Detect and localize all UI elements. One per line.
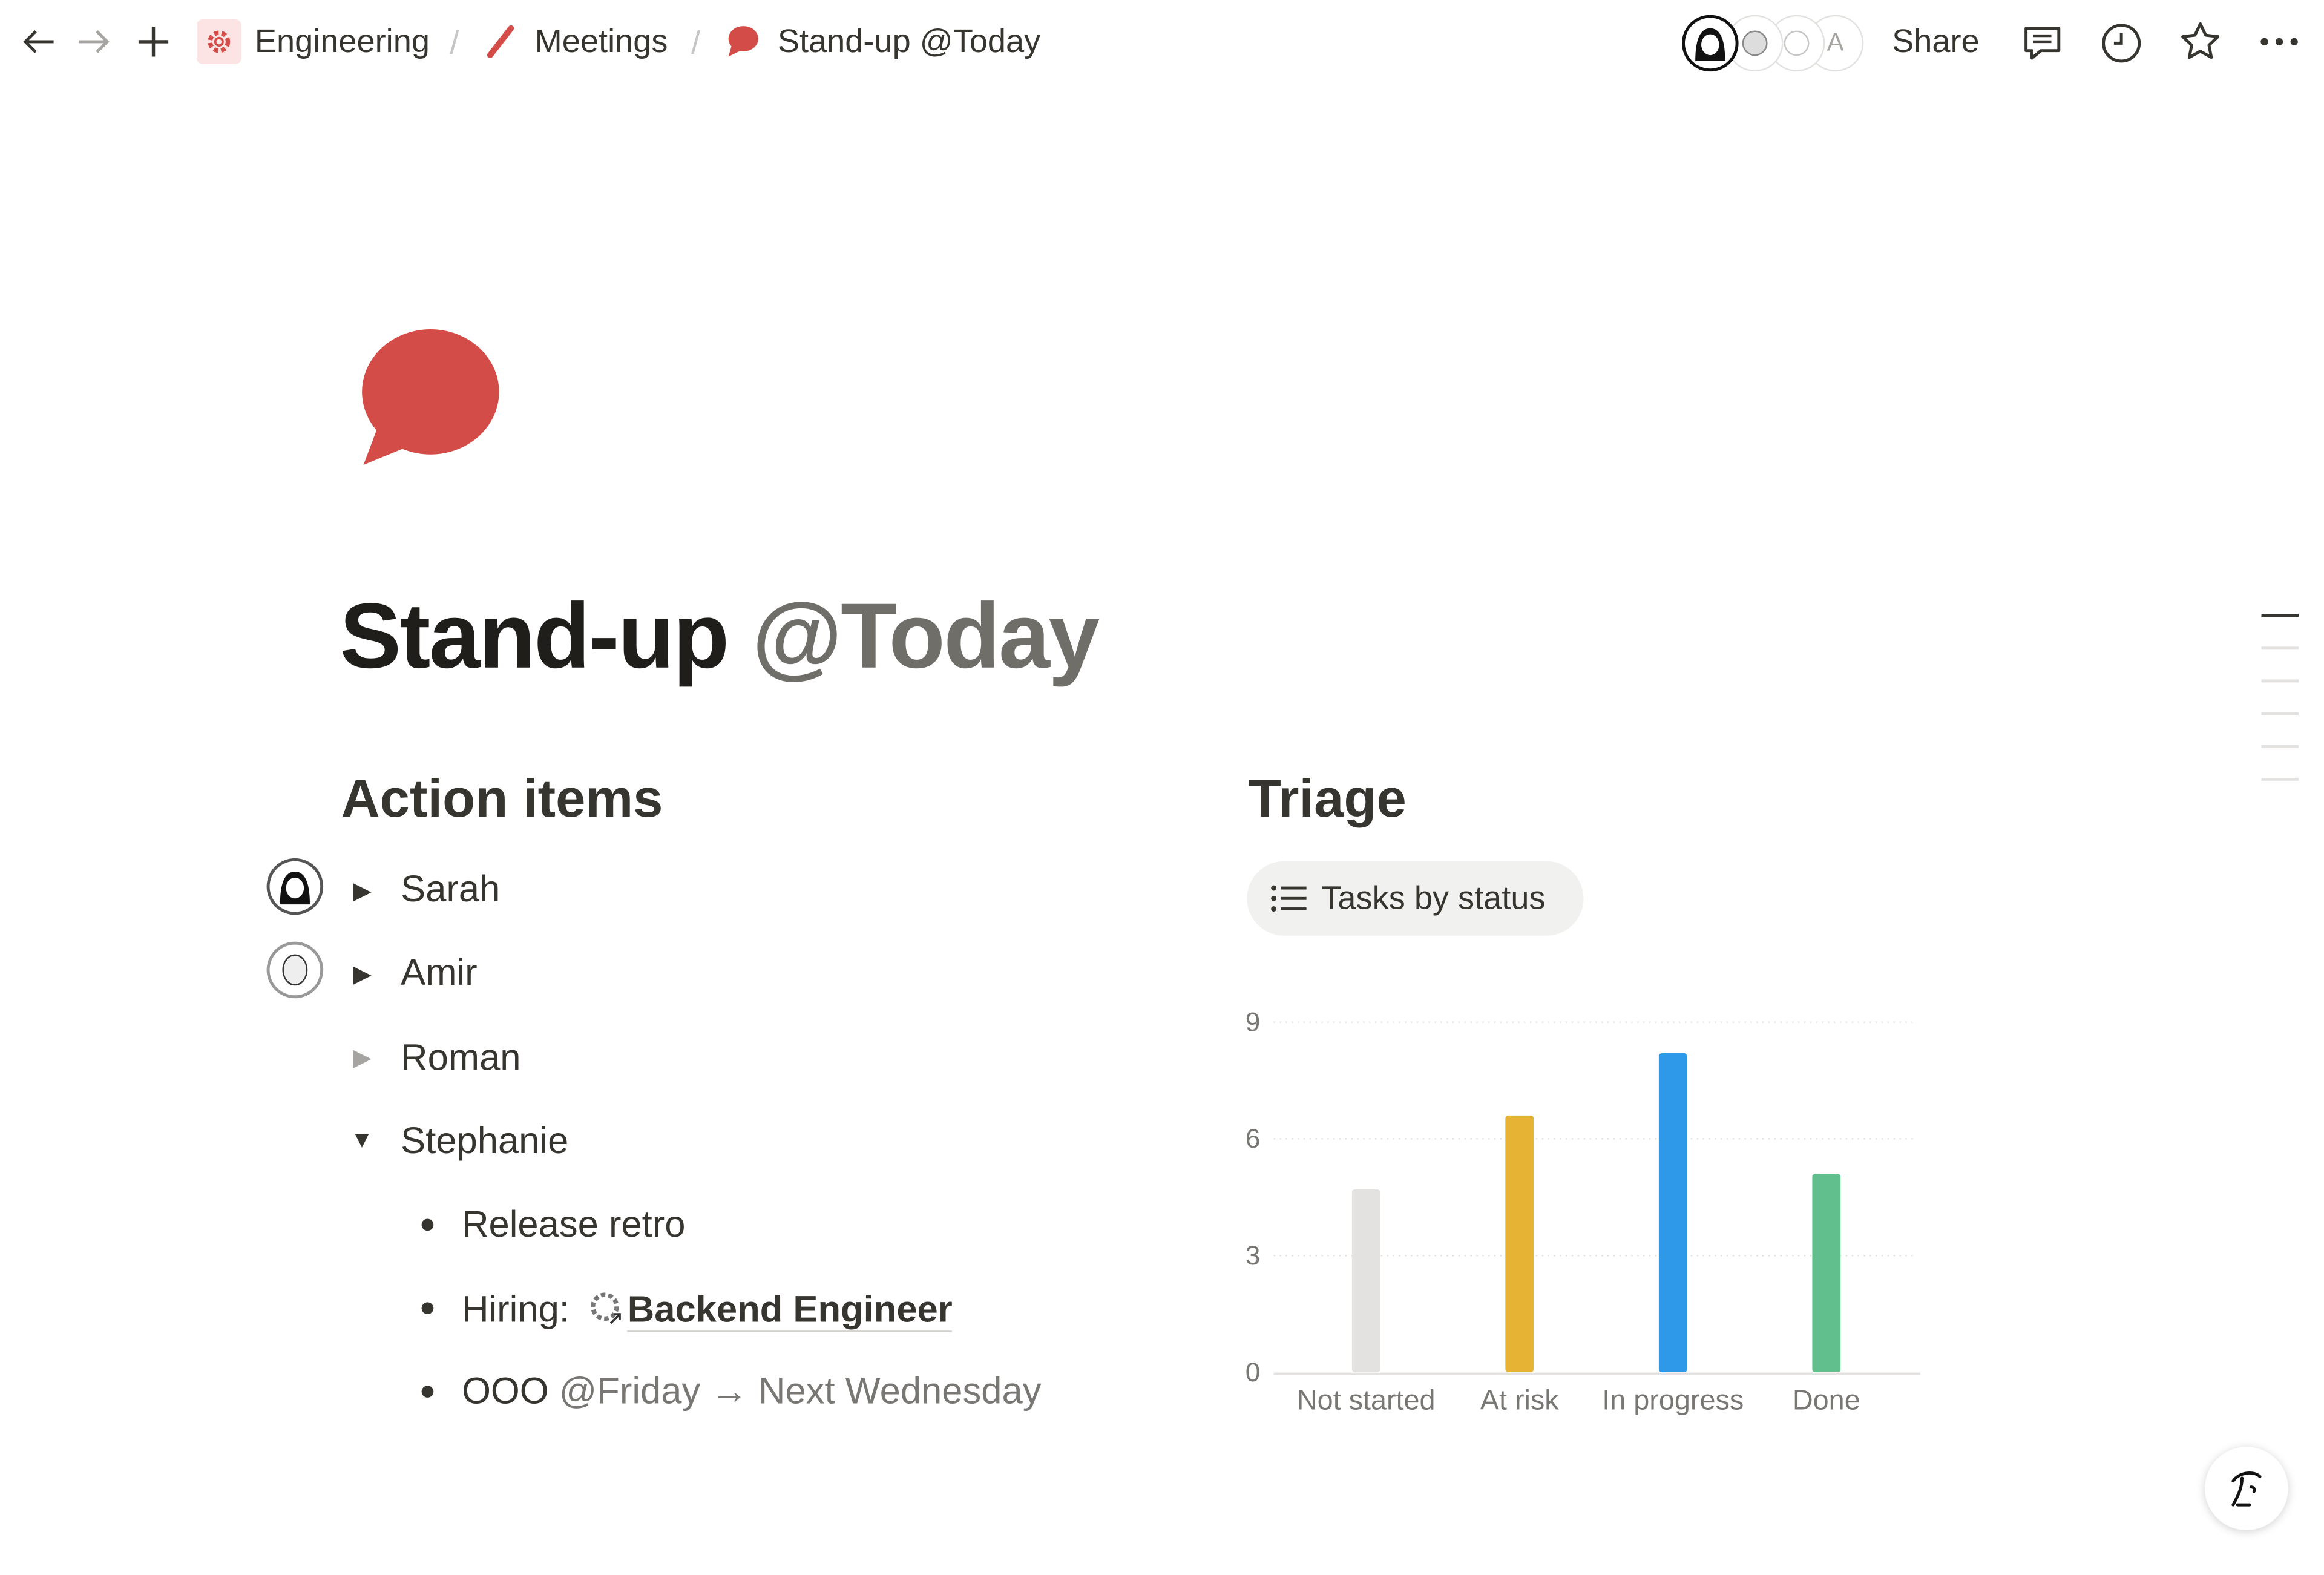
breadcrumb-standup[interactable]: Stand-up @Today bbox=[777, 22, 1041, 60]
speech-bubble-icon bbox=[723, 22, 761, 61]
collaborator-avatars[interactable]: A bbox=[1682, 15, 1866, 72]
ai-assistant-button[interactable] bbox=[2205, 1447, 2288, 1530]
avatar bbox=[1768, 15, 1825, 72]
ooo-text: OOO bbox=[462, 1370, 549, 1413]
y-tick-label: 9 bbox=[1246, 1007, 1261, 1037]
avatar-initial: A bbox=[1827, 28, 1844, 57]
page-icon-speech-bubble[interactable] bbox=[358, 325, 507, 471]
breadcrumb-engineering[interactable]: Engineering bbox=[254, 22, 430, 60]
y-tick-label: 3 bbox=[1246, 1241, 1261, 1271]
x-tick-label: In progress bbox=[1602, 1386, 1744, 1417]
bar-done[interactable] bbox=[1812, 1174, 1841, 1373]
toggle-triangle-expanded-icon[interactable]: ▼ bbox=[350, 1128, 374, 1154]
toggle-triangle-icon[interactable]: ▶ bbox=[353, 879, 372, 905]
bar-at-risk[interactable] bbox=[1505, 1115, 1534, 1373]
date-mention[interactable]: @Friday bbox=[559, 1370, 701, 1413]
hiring-label: Hiring: bbox=[462, 1289, 570, 1331]
bar-not-started[interactable] bbox=[1351, 1189, 1380, 1373]
toggle-stephanie[interactable]: Stephanie bbox=[401, 1120, 569, 1162]
toc-line[interactable] bbox=[2261, 777, 2299, 781]
view-tab-label: Tasks by status bbox=[1321, 879, 1546, 916]
comment-icon[interactable] bbox=[2020, 21, 2065, 65]
avatar-amir bbox=[266, 941, 324, 999]
star-icon[interactable] bbox=[2178, 19, 2223, 64]
gear-link-icon bbox=[589, 1291, 628, 1333]
bullet bbox=[421, 1218, 434, 1231]
page-title-text: Stand-up bbox=[340, 585, 729, 689]
forward-arrow-icon[interactable] bbox=[73, 21, 115, 62]
avatar bbox=[1682, 15, 1739, 72]
page-title[interactable]: Stand-up @Today bbox=[340, 584, 1100, 690]
triage-heading: Triage bbox=[1248, 767, 1407, 829]
toc-line[interactable] bbox=[2261, 646, 2299, 650]
plus-icon[interactable] bbox=[133, 21, 174, 62]
toggle-triangle-icon[interactable]: ▶ bbox=[353, 1045, 372, 1071]
date-mention[interactable]: @Today bbox=[752, 585, 1100, 689]
list-item-ooo[interactable]: OOO @Friday → Next Wednesday bbox=[462, 1370, 1042, 1413]
avatar-sarah bbox=[266, 858, 324, 915]
tasks-by-status-chart: 0 3 6 9 bbox=[1246, 1007, 1920, 1387]
x-tick-label: Done bbox=[1792, 1386, 1860, 1417]
backend-engineer-link[interactable]: Backend Engineer bbox=[627, 1289, 953, 1332]
return-date: Next Wednesday bbox=[758, 1370, 1042, 1413]
action-items-heading: Action items bbox=[341, 767, 663, 829]
breadcrumb-separator: / bbox=[691, 24, 701, 61]
share-button[interactable]: Share bbox=[1892, 22, 1980, 60]
y-tick-label: 0 bbox=[1246, 1358, 1261, 1387]
back-arrow-icon[interactable] bbox=[18, 21, 60, 62]
toc-line-active[interactable] bbox=[2261, 614, 2299, 617]
toggle-amir[interactable]: Amir bbox=[401, 952, 478, 994]
clock-icon[interactable] bbox=[2099, 21, 2144, 65]
toc-line[interactable] bbox=[2261, 745, 2299, 748]
x-tick-label: Not started bbox=[1296, 1386, 1436, 1417]
ai-face-icon bbox=[2231, 1471, 2262, 1507]
bullet bbox=[421, 1302, 434, 1315]
view-tab-tasks-by-status[interactable]: Tasks by status bbox=[1247, 861, 1584, 936]
list-item-release-retro[interactable]: Release retro bbox=[462, 1203, 686, 1246]
breadcrumb-separator: / bbox=[450, 24, 459, 61]
arrow-icon: → bbox=[711, 1370, 748, 1413]
x-tick-label: At risk bbox=[1480, 1386, 1559, 1417]
toc-line[interactable] bbox=[2261, 679, 2299, 683]
toggle-sarah[interactable]: Sarah bbox=[401, 869, 501, 910]
bar-in-progress[interactable] bbox=[1658, 1053, 1687, 1373]
gear-icon bbox=[196, 19, 241, 64]
list-item-hiring[interactable]: Hiring: Backend Engineer bbox=[462, 1289, 953, 1333]
avatar bbox=[1726, 15, 1784, 72]
toggle-roman[interactable]: Roman bbox=[401, 1037, 521, 1079]
pencil-icon bbox=[483, 22, 519, 61]
breadcrumb-meetings[interactable]: Meetings bbox=[534, 22, 668, 60]
bullet bbox=[421, 1386, 434, 1398]
list-icon bbox=[1271, 884, 1307, 913]
toggle-triangle-icon[interactable]: ▶ bbox=[353, 962, 372, 988]
y-tick-label: 6 bbox=[1246, 1124, 1261, 1154]
toc-line[interactable] bbox=[2261, 712, 2299, 715]
more-options-icon[interactable] bbox=[2259, 21, 2300, 62]
